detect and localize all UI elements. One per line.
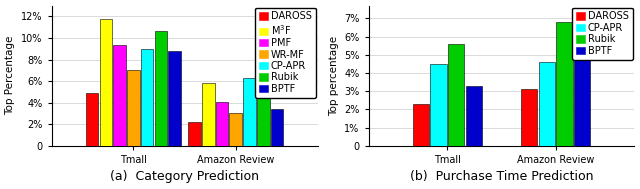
Bar: [113, 46, 126, 146]
Bar: [216, 102, 228, 146]
Bar: [448, 44, 465, 146]
Bar: [202, 83, 214, 146]
Legend: DAROSS, CP-APR, Rubik, BPTF: DAROSS, CP-APR, Rubik, BPTF: [572, 8, 632, 60]
Bar: [257, 75, 269, 146]
Legend: DAROSS, M$^3$F, PMF, WR-MF, CP-APR, Rubik, BPTF: DAROSS, M$^3$F, PMF, WR-MF, CP-APR, Rubi…: [255, 8, 316, 98]
Bar: [188, 122, 201, 146]
Bar: [413, 104, 429, 146]
Bar: [229, 113, 242, 146]
Bar: [466, 86, 482, 146]
Y-axis label: Top Percentage: Top Percentage: [6, 36, 15, 115]
Bar: [127, 70, 140, 146]
Bar: [100, 19, 112, 146]
X-axis label: (b)  Purchase Time Prediction: (b) Purchase Time Prediction: [410, 170, 593, 184]
Y-axis label: Top percentage: Top percentage: [328, 36, 339, 116]
Bar: [271, 109, 284, 146]
Bar: [141, 49, 154, 146]
Bar: [86, 93, 99, 146]
Bar: [521, 89, 537, 146]
Bar: [574, 58, 591, 146]
Bar: [556, 22, 573, 146]
X-axis label: (a)  Category Prediction: (a) Category Prediction: [110, 170, 259, 184]
Bar: [155, 31, 167, 146]
Bar: [243, 78, 256, 146]
Bar: [430, 64, 447, 146]
Bar: [168, 51, 181, 146]
Bar: [539, 62, 555, 146]
